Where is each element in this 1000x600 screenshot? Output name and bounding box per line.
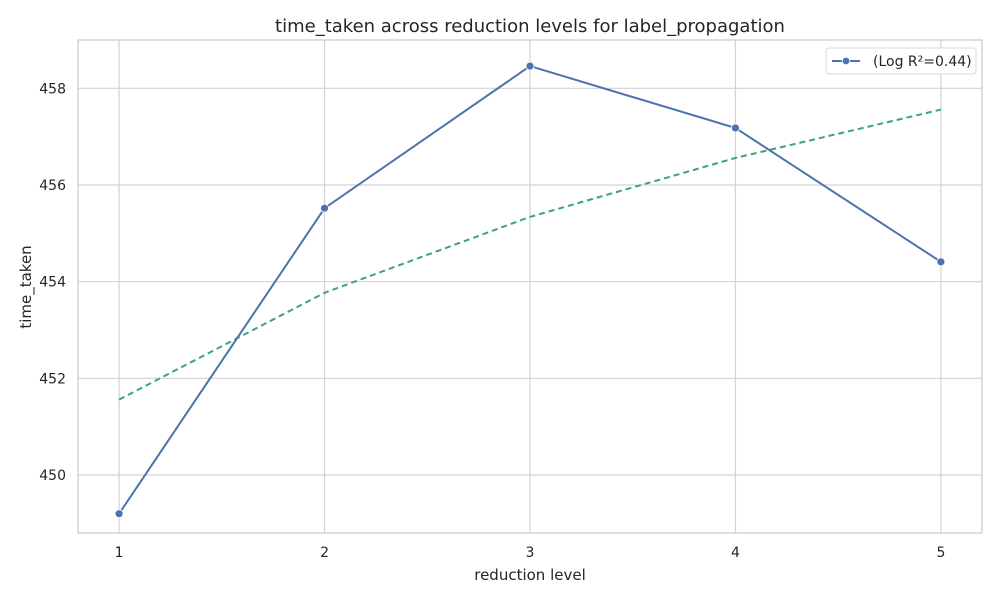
legend-box <box>825 47 977 75</box>
gridlines <box>78 40 982 533</box>
data-point <box>114 509 124 519</box>
data-point <box>936 257 946 267</box>
data-point <box>731 123 740 133</box>
x-tick-label: 3 <box>526 545 535 561</box>
y-axis-label: time_taken <box>17 245 36 328</box>
axes <box>77 39 983 534</box>
chart-title: time_taken across reduction levels for l… <box>275 16 785 37</box>
x-axis-label: reduction level <box>474 566 586 584</box>
legend: (Log R²=0.44) <box>825 47 977 75</box>
y-tick-label: 456 <box>39 178 66 194</box>
y-tick-label: 458 <box>39 81 66 97</box>
y-tick-label: 450 <box>39 468 66 484</box>
x-tick-label: 4 <box>731 545 740 561</box>
x-tick-label: 5 <box>936 545 945 561</box>
x-tick-label: 1 <box>115 545 124 561</box>
plot-border <box>77 39 983 534</box>
legend-label: (Log R²=0.44) <box>873 54 972 70</box>
y-tick-label: 454 <box>39 275 66 291</box>
trend-line <box>118 108 942 401</box>
series-layer <box>114 61 946 519</box>
x-tick-label: 2 <box>320 545 329 561</box>
data-point <box>320 203 329 213</box>
y-tick-label: 452 <box>39 371 66 387</box>
legend-marker <box>841 56 851 66</box>
tick-labels: 1 2 3 4 5 450 452 454 456 458 <box>39 81 945 561</box>
data-point <box>525 61 535 71</box>
